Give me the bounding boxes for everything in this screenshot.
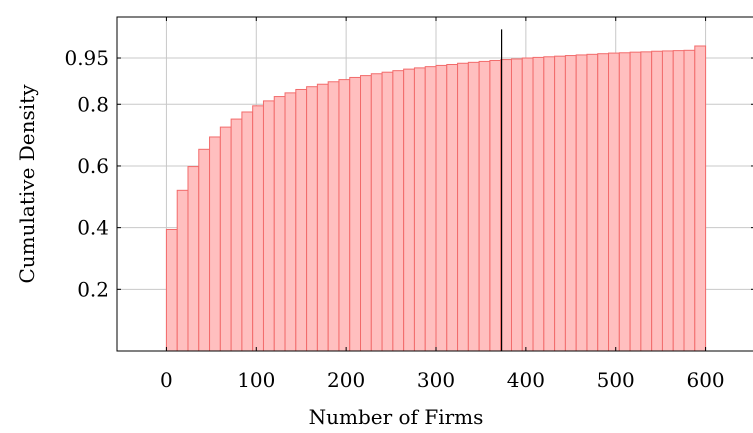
histogram-bar: [241, 111, 254, 352]
histogram-bar: [629, 51, 642, 352]
histogram-bar: [510, 58, 523, 352]
histogram-bar: [209, 136, 221, 352]
histogram-bar: [381, 71, 394, 352]
histogram-bar: [349, 76, 362, 352]
x-tick-label: 100: [237, 368, 275, 392]
histogram-bar: [165, 228, 178, 352]
histogram-bar: [284, 92, 297, 352]
x-tick-label: 500: [597, 368, 635, 392]
histogram-bar: [543, 56, 556, 352]
histogram-bar: [532, 56, 545, 352]
histogram-bar: [403, 68, 415, 352]
x-tick-label: 400: [507, 368, 545, 392]
histogram-bar: [554, 55, 566, 352]
histogram-bar: [521, 57, 534, 352]
histogram-bar: [306, 86, 318, 352]
histogram-bar: [187, 166, 200, 352]
histogram-bar: [586, 53, 599, 352]
y-axis-title: Cumulative Density: [15, 84, 39, 284]
histogram-bar: [252, 105, 264, 352]
histogram-bar: [176, 189, 189, 352]
y-tick-label: 0.8: [77, 92, 109, 116]
histogram-bar: [360, 75, 372, 352]
histogram-bar: [683, 49, 696, 352]
histogram-bar: [435, 64, 448, 352]
histogram-bar: [661, 50, 674, 352]
histogram-bar: [230, 118, 243, 352]
histogram-bar: [370, 73, 383, 352]
histogram-bar: [651, 50, 663, 352]
x-tick-label: 600: [686, 368, 724, 392]
histogram-bar: [316, 83, 329, 352]
histogram-bar: [608, 52, 620, 352]
histogram-bar: [457, 62, 469, 352]
histogram-bar: [672, 50, 685, 352]
histogram-bar: [338, 79, 351, 352]
histogram-bar: [564, 55, 577, 352]
histogram-bar: [327, 81, 340, 352]
y-axis-ticks: 0.2 0.4 0.6 0.8 0.95: [64, 46, 753, 301]
histogram-bar: [467, 61, 480, 352]
histogram-bar: [424, 66, 437, 352]
histogram-bar: [198, 148, 211, 352]
y-tick-label: 0.4: [77, 216, 109, 240]
histogram-bar: [446, 63, 459, 352]
histogram-bar: [575, 54, 588, 352]
y-tick-label: 0.2: [77, 277, 109, 301]
x-axis-ticks: 0 100 200 300 400 500 600: [160, 17, 725, 392]
y-tick-label: 0.6: [77, 154, 109, 178]
histogram-bars: [165, 45, 707, 352]
x-tick-label: 300: [417, 368, 455, 392]
histogram-bar: [597, 53, 610, 352]
x-axis-title: Number of Firms: [309, 405, 484, 429]
histogram-bar: [640, 51, 653, 352]
histogram-bar: [262, 100, 275, 352]
histogram-bar: [618, 52, 631, 352]
y-tick-label: 0.95: [64, 46, 109, 70]
histogram-bar: [392, 70, 405, 352]
histogram-bar: [219, 126, 232, 352]
histogram-bar: [500, 59, 512, 352]
histogram-bar: [295, 88, 308, 352]
histogram-bar: [478, 60, 491, 352]
x-tick-label: 0: [160, 368, 173, 392]
histogram-bar: [489, 59, 502, 352]
histogram-bar: [413, 67, 426, 352]
histogram-bar: [273, 96, 286, 352]
histogram-bar: [694, 45, 707, 352]
x-tick-label: 200: [327, 368, 365, 392]
